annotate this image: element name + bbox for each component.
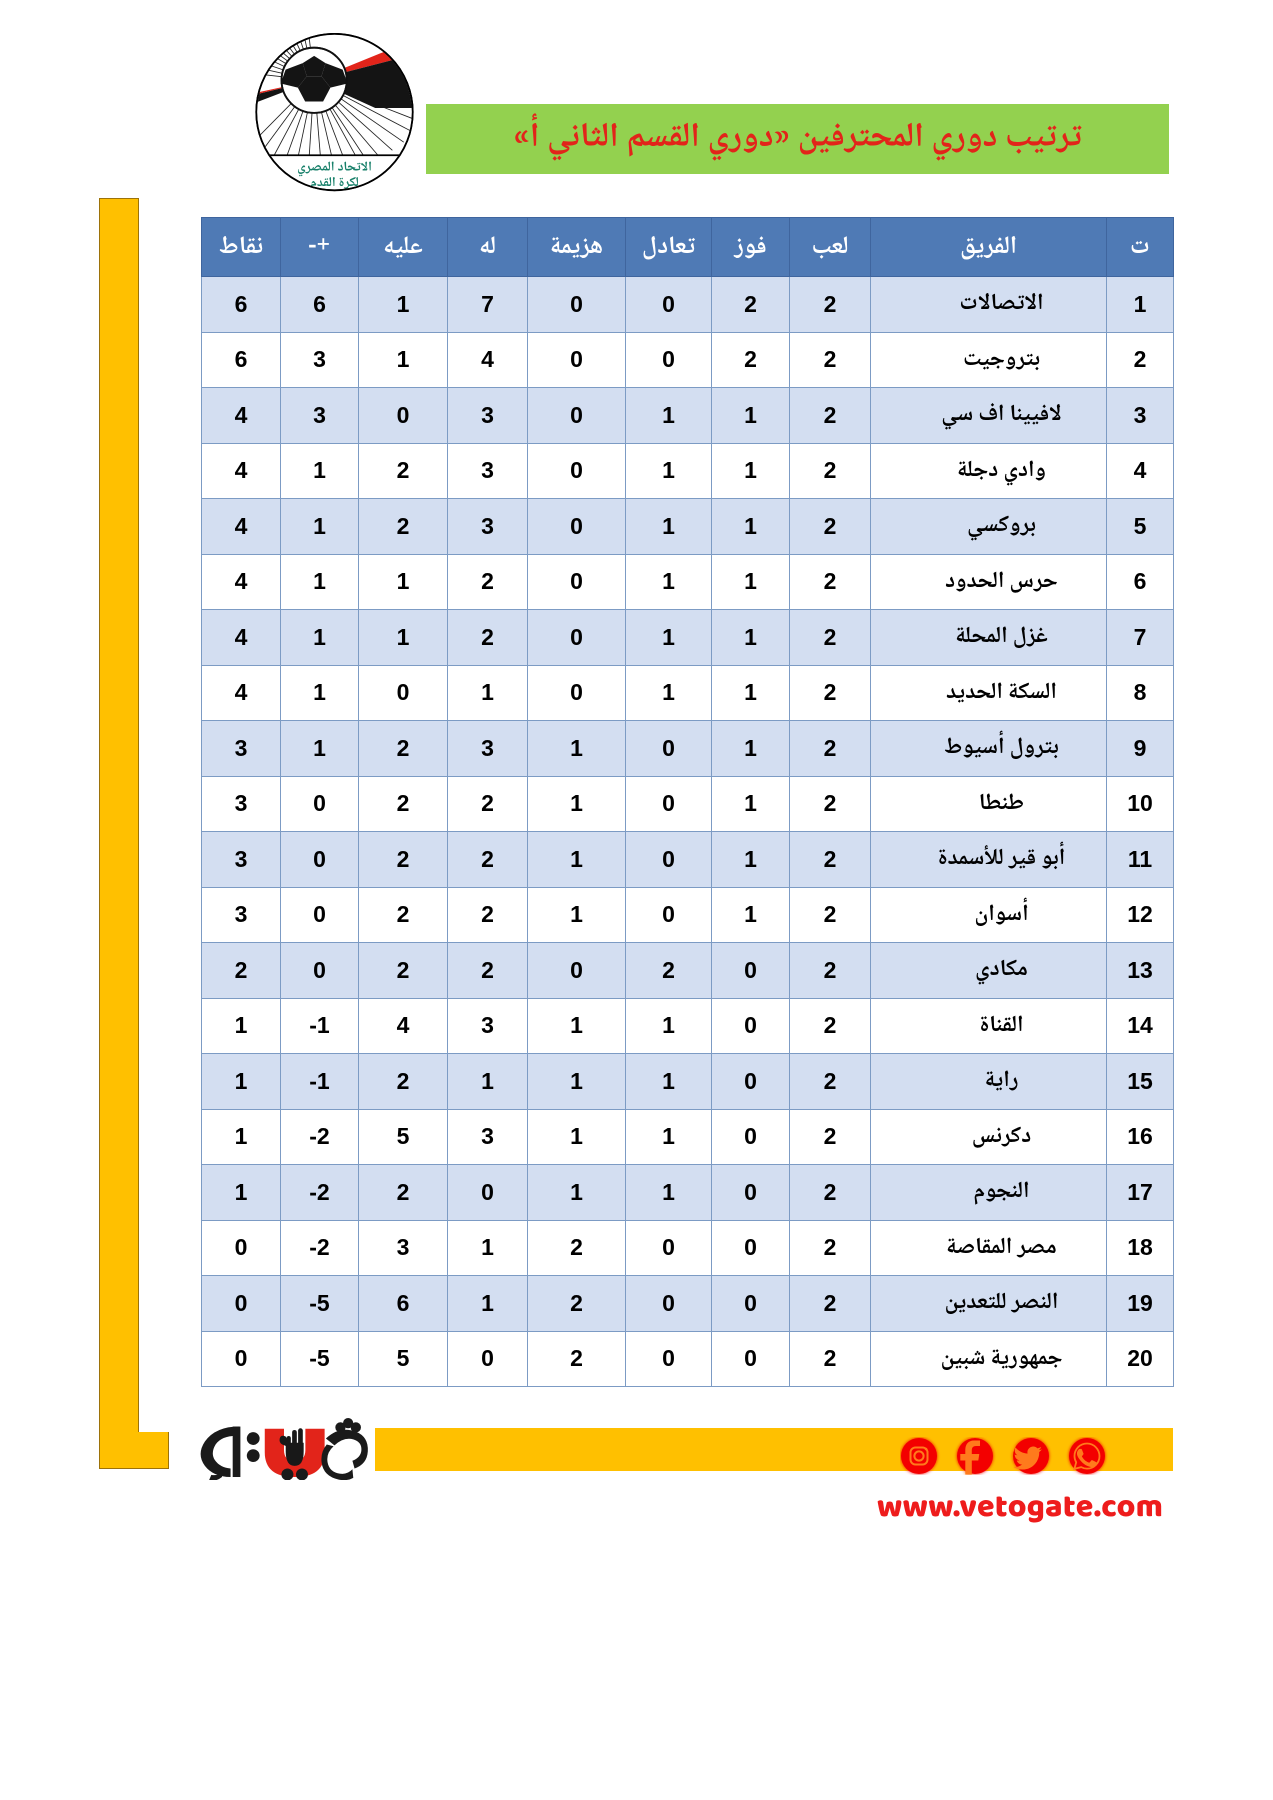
svg-text:لكرة القدم: لكرة القدم — [310, 172, 359, 195]
svg-text:EGYPTIAN FA: EGYPTIAN FA — [308, 192, 362, 196]
